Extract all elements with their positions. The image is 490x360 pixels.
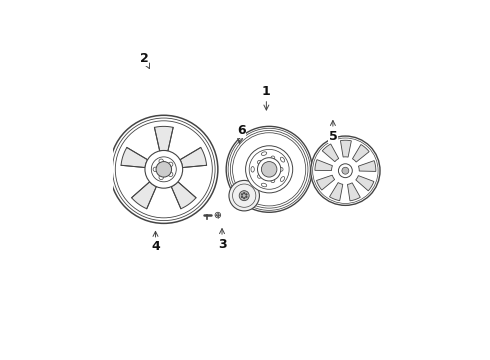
Circle shape [151, 157, 176, 182]
Circle shape [217, 214, 219, 216]
Polygon shape [341, 140, 351, 157]
Polygon shape [180, 148, 207, 167]
Polygon shape [132, 182, 156, 209]
Circle shape [311, 136, 380, 205]
Polygon shape [172, 182, 196, 209]
Text: 6: 6 [237, 124, 246, 143]
Circle shape [239, 191, 249, 201]
Text: 1: 1 [262, 85, 271, 110]
Polygon shape [317, 175, 335, 190]
Circle shape [261, 162, 277, 177]
Polygon shape [352, 144, 369, 162]
Circle shape [244, 192, 245, 194]
Polygon shape [330, 183, 343, 201]
Circle shape [229, 180, 259, 211]
Circle shape [241, 196, 243, 198]
Ellipse shape [251, 167, 254, 172]
Circle shape [241, 194, 243, 195]
Polygon shape [154, 126, 173, 151]
Circle shape [215, 212, 221, 218]
Circle shape [258, 158, 281, 181]
Circle shape [339, 164, 352, 177]
Text: 5: 5 [328, 121, 337, 143]
Text: 2: 2 [140, 52, 149, 69]
Circle shape [244, 197, 245, 199]
Polygon shape [121, 148, 147, 167]
Polygon shape [315, 159, 332, 171]
Circle shape [145, 150, 183, 188]
Ellipse shape [261, 183, 267, 187]
Circle shape [342, 167, 349, 174]
Circle shape [245, 196, 247, 198]
Polygon shape [347, 183, 360, 201]
Text: 3: 3 [218, 229, 226, 251]
Circle shape [245, 146, 293, 193]
Polygon shape [322, 144, 339, 162]
Text: 4: 4 [151, 231, 160, 253]
Polygon shape [356, 176, 374, 191]
Ellipse shape [261, 152, 267, 156]
Circle shape [156, 162, 171, 177]
Polygon shape [359, 161, 376, 171]
Circle shape [245, 194, 247, 195]
Ellipse shape [280, 157, 285, 162]
Ellipse shape [280, 176, 285, 181]
